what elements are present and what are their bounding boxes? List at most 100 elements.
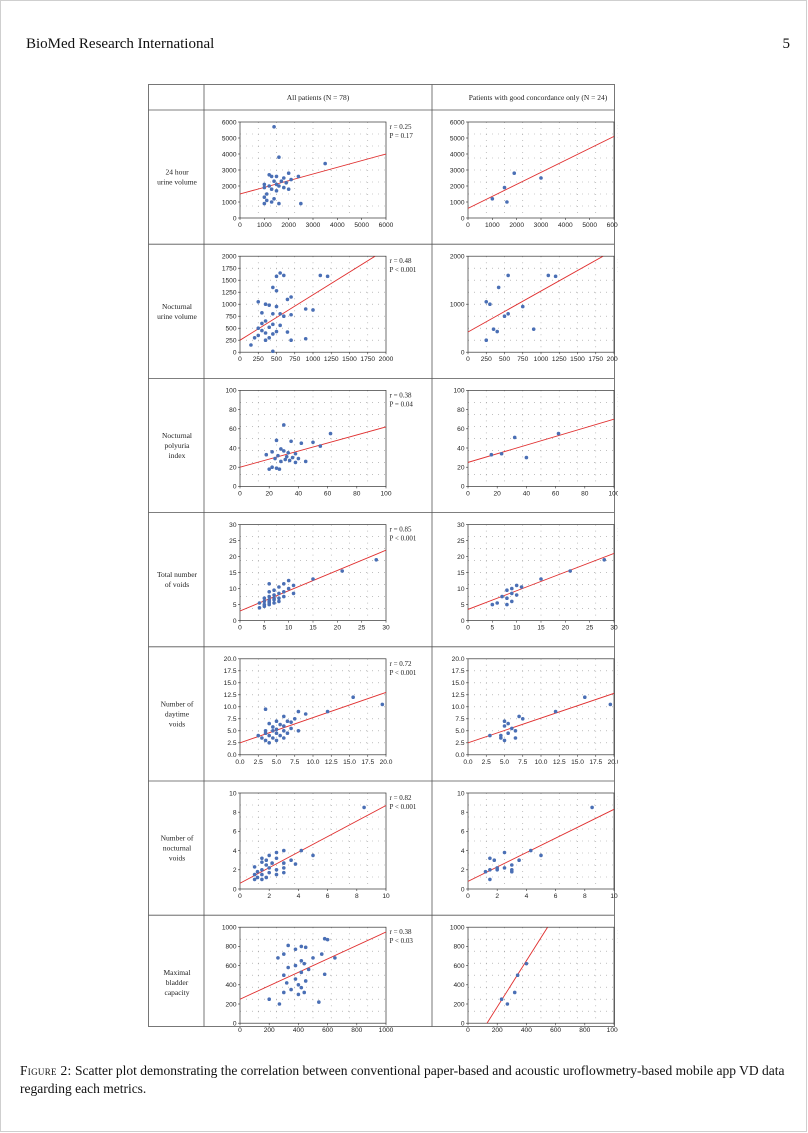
x-tick-label: 0 <box>466 1027 470 1034</box>
y-tick-label: 6000 <box>222 119 237 126</box>
data-point <box>252 865 257 869</box>
data-point <box>502 314 507 318</box>
y-tick-label: 10 <box>229 790 237 797</box>
data-point <box>502 185 507 190</box>
x-tick-label: 2000 <box>509 222 524 229</box>
scatter-panel: 0 200 400 600 800 1000 0 200 400 600 800 1000 r = 0.… <box>450 925 618 1035</box>
row-label: Total number <box>157 570 198 579</box>
data-point <box>289 177 293 182</box>
data-point <box>260 736 264 740</box>
data-point <box>282 590 286 594</box>
y-tick-label: 10 <box>229 586 237 593</box>
data-point <box>556 431 561 436</box>
stat-text: P = 0.04 <box>390 400 414 408</box>
y-tick-label: 1000 <box>450 302 465 309</box>
y-tick-label: 17.5 <box>224 668 237 675</box>
y-tick-label: 10 <box>457 586 465 593</box>
data-point <box>256 300 261 304</box>
scatter-panel: 0 20 40 60 80 100 0 20 40 60 80 100 r = 0.38P = 0.04 <box>225 388 413 498</box>
y-tick-label: 100 <box>225 388 236 395</box>
x-tick-label: 0 <box>238 893 242 900</box>
y-tick-label: 6000 <box>450 119 465 126</box>
y-tick-label: 20.0 <box>224 656 237 663</box>
data-point <box>517 858 521 862</box>
row-label: 24 hour <box>165 168 189 177</box>
scatter-panel: 0 5 10 15 20 25 30 0 5 10 15 20 25 30 r = 0.9P < 0.001 <box>457 522 618 632</box>
data-point <box>256 333 261 338</box>
data-point <box>282 273 286 278</box>
stat-text: r = 0.48 <box>390 257 413 265</box>
x-tick-label: 4 <box>297 893 301 900</box>
x-tick-label: 1500 <box>570 356 585 363</box>
x-tick-label: 1000 <box>379 1027 394 1034</box>
data-point <box>271 285 275 290</box>
x-tick-label: 40 <box>295 490 303 497</box>
stat-text: P = 0.2 <box>618 132 619 140</box>
data-point <box>278 312 282 316</box>
data-point <box>492 858 497 862</box>
data-point <box>274 288 279 293</box>
data-point <box>252 877 257 882</box>
x-tick-label: 0 <box>466 356 470 363</box>
data-point <box>277 201 281 206</box>
data-point <box>255 875 260 880</box>
data-point <box>286 451 290 455</box>
x-tick-label: 5.0 <box>500 759 509 766</box>
scatter-panel: 0.0 2.5 5.0 7.5 10.0 12.5 15.0 17.5 20.0 0.0 2.5 5.… <box>452 656 618 766</box>
x-tick-label: 1000 <box>306 356 321 363</box>
data-point <box>263 338 268 342</box>
data-point <box>483 869 488 874</box>
y-tick-label: 4 <box>461 848 465 855</box>
data-point <box>267 997 271 1001</box>
data-point <box>505 596 509 600</box>
data-point <box>289 295 293 299</box>
data-point <box>319 952 324 956</box>
data-point <box>510 586 514 591</box>
data-point <box>512 171 517 175</box>
data-point <box>264 198 269 203</box>
data-point <box>285 330 290 334</box>
x-tick-label: 5000 <box>354 222 369 229</box>
y-tick-label: 15.0 <box>452 680 465 687</box>
y-tick-label: 5 <box>233 602 237 609</box>
data-point <box>267 467 271 471</box>
data-point <box>546 273 551 278</box>
data-point <box>502 738 507 743</box>
caption-label: Figure 2: <box>20 1063 72 1078</box>
data-point <box>519 585 524 589</box>
y-tick-label: 4000 <box>450 151 465 158</box>
data-point <box>282 866 286 870</box>
data-point <box>488 302 492 306</box>
data-point <box>274 174 279 179</box>
data-point <box>318 444 323 448</box>
data-point <box>583 695 587 699</box>
row-label: capacity <box>165 988 190 997</box>
x-tick-label: 3000 <box>534 222 549 229</box>
data-point <box>263 319 268 323</box>
data-point <box>512 435 517 440</box>
data-point <box>273 456 277 461</box>
data-point <box>488 868 492 872</box>
data-point <box>274 719 279 723</box>
x-tick-label: 1250 <box>324 356 339 363</box>
row-label: voids <box>169 719 185 728</box>
data-point <box>263 707 268 711</box>
y-tick-label: 20 <box>457 465 465 472</box>
row-label: Number of <box>161 699 194 708</box>
y-tick-label: 0 <box>233 886 237 893</box>
stat-text: P < 0.03 <box>390 937 414 945</box>
x-tick-label: 8 <box>583 893 587 900</box>
data-point <box>286 187 291 191</box>
x-tick-label: 0 <box>466 222 470 229</box>
y-tick-label: 1750 <box>222 266 237 273</box>
y-tick-label: 10.0 <box>452 704 465 711</box>
y-tick-label: 15 <box>229 570 237 577</box>
data-point <box>284 981 289 985</box>
data-point <box>602 558 607 562</box>
data-point <box>285 297 290 302</box>
data-point <box>303 712 308 716</box>
x-tick-label: 7.5 <box>290 759 299 766</box>
data-point <box>317 1000 321 1004</box>
